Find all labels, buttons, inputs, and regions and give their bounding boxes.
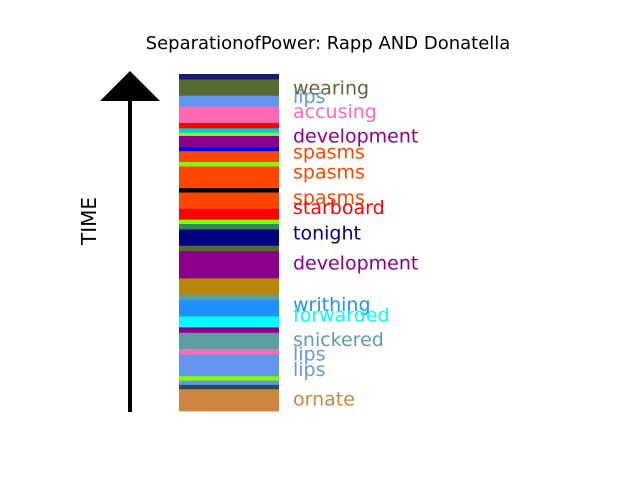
- time-arrow-head: [100, 71, 160, 101]
- chart-title: SeparationofPower: Rapp AND Donatella: [146, 33, 511, 54]
- segment-label-15: ornate: [293, 389, 355, 411]
- segment-label-7: starboard: [293, 197, 385, 219]
- bar-segment-28: [179, 365, 279, 377]
- bar-segment-24: [179, 327, 279, 334]
- bar-segment-11: [179, 166, 279, 189]
- bar-segment-13: [179, 192, 279, 210]
- bar-segment-10: [179, 162, 279, 167]
- bar-segment-15: [179, 219, 279, 225]
- bar-segment-18: [179, 245, 279, 252]
- bar-segment-14: [179, 208, 279, 221]
- bar-segment-3: [179, 106, 279, 124]
- bar-segment-9: [179, 151, 279, 163]
- segment-label-10: writhing: [293, 294, 371, 316]
- time-axis: TIME: [77, 71, 160, 412]
- bar-segment-6: [179, 132, 279, 137]
- bar-segment-5: [179, 128, 279, 134]
- segment-label-6: spasms: [293, 187, 365, 209]
- segment-label-9: development: [293, 253, 418, 275]
- bar-segment-16: [179, 224, 279, 230]
- segment-label-3: development: [293, 126, 418, 148]
- segment-label-12: snickered: [293, 329, 384, 351]
- segment-labels: wearinglipsaccusingdevelopmentspasmsspas…: [293, 77, 418, 410]
- bar-segment-0: [179, 74, 279, 80]
- bar-segment-19: [179, 251, 279, 279]
- bar-segment-31: [179, 384, 279, 390]
- segment-label-1: lips: [293, 86, 326, 108]
- bar-segment-17: [179, 229, 279, 247]
- bar-segment-1: [179, 79, 279, 97]
- bar-segment-23: [179, 316, 279, 328]
- bar-segment-27: [179, 354, 279, 366]
- bar-segment-32: [179, 389, 279, 412]
- bar-segment-22: [179, 300, 279, 317]
- segment-label-5: spasms: [293, 162, 365, 184]
- segment-label-14: lips: [293, 359, 326, 381]
- bar-segment-21: [179, 294, 279, 301]
- bar-segment-8: [179, 146, 279, 152]
- bar-segment-12: [179, 188, 279, 193]
- bar-segment-25: [179, 332, 279, 350]
- bar-segment-2: [179, 95, 279, 108]
- bar-segment-4: [179, 122, 279, 129]
- bar-segment-7: [179, 135, 279, 148]
- segment-label-4: spasms: [293, 142, 365, 164]
- segment-label-8: tonight: [293, 222, 361, 244]
- segment-label-2: accusing: [293, 101, 377, 123]
- bar-segment-30: [179, 380, 279, 386]
- y-axis-label: TIME: [77, 197, 101, 246]
- segment-label-13: lips: [293, 344, 326, 366]
- segment-label-11: forwarded: [293, 304, 390, 326]
- segment-label-0: wearing: [293, 77, 369, 99]
- bar-segment-26: [179, 349, 279, 355]
- bar-segment-29: [179, 376, 279, 381]
- bar-segment-20: [179, 278, 279, 296]
- stacked-bar: [179, 74, 279, 412]
